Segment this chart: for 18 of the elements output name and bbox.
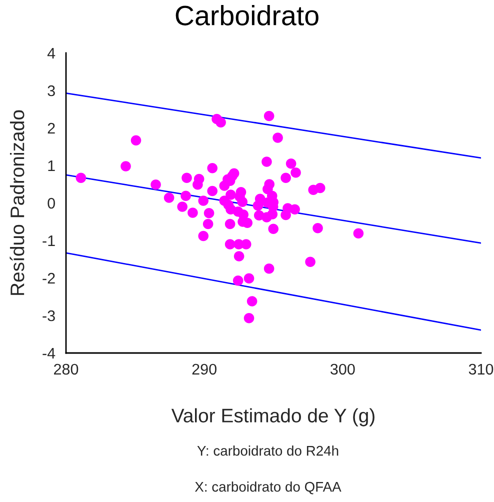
x-tick-label: 310 bbox=[468, 364, 494, 375]
x-tick-label: 280 bbox=[54, 364, 78, 375]
text: X: carboidrato do QFAA bbox=[194, 482, 342, 494]
y-tick-label: -1 bbox=[42, 236, 55, 246]
y-axis-title: Resíduo Padronizado bbox=[10, 110, 24, 295]
y-tick-label: -4 bbox=[42, 348, 56, 359]
x-tick-label: 300 bbox=[330, 364, 355, 375]
y-tick-label: 4 bbox=[47, 48, 56, 59]
y-tick-label: 0 bbox=[48, 198, 55, 209]
y-tick-label: -3 bbox=[42, 310, 55, 322]
x-axis-title: Valor Estimado de Y (g) bbox=[171, 408, 374, 426]
y-tick-label: -2 bbox=[42, 272, 55, 284]
x-tick-label: 290 bbox=[192, 364, 216, 375]
y-tick-label: 3 bbox=[48, 85, 55, 96]
text: Y: carboidrato do R24h bbox=[197, 446, 338, 456]
chart-title: Carboidrato bbox=[176, 5, 318, 26]
y-tick-label: 1 bbox=[48, 160, 55, 172]
y-tick-label: 2 bbox=[48, 122, 55, 134]
